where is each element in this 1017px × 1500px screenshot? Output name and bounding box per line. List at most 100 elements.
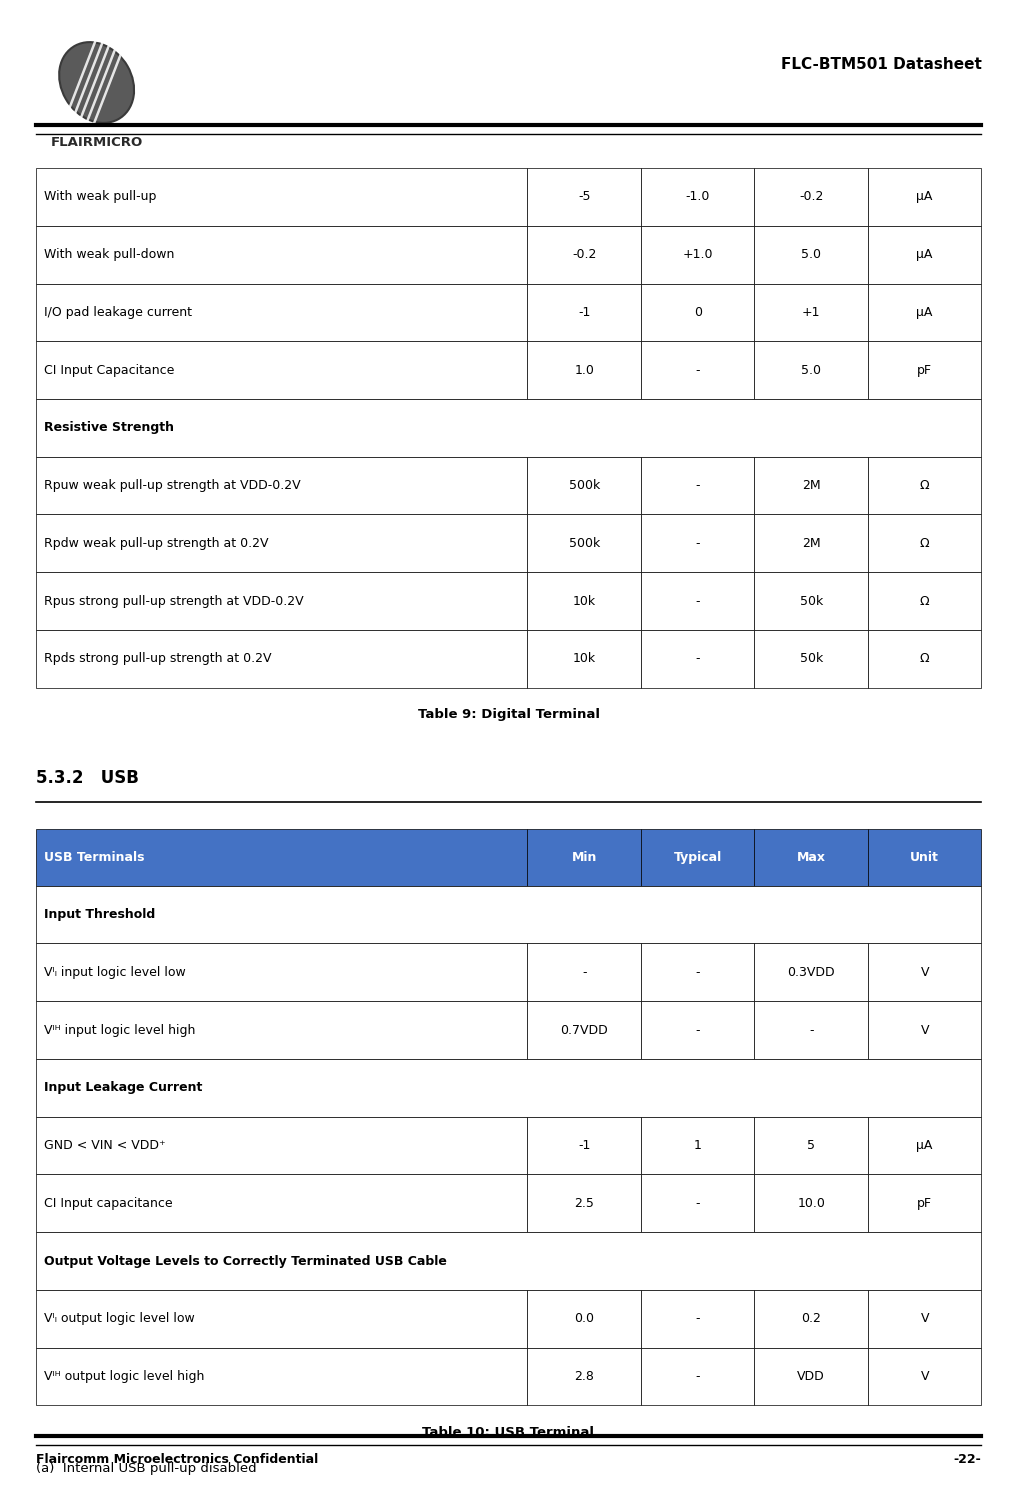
Text: 5.0: 5.0 [801, 248, 821, 261]
Text: V: V [920, 1312, 929, 1326]
Bar [755, 1116, 868, 1174]
Text: 10k: 10k [573, 652, 596, 666]
Text: +1: +1 [802, 306, 821, 320]
Bar [868, 572, 981, 630]
Text: Table 9: Digital Terminal: Table 9: Digital Terminal [418, 708, 599, 722]
Bar [868, 340, 981, 399]
Text: Unit: Unit [910, 850, 939, 864]
Text: μA: μA [916, 306, 933, 320]
Bar [36, 1174, 528, 1232]
Bar [641, 630, 755, 687]
Text: -22-: -22- [954, 1454, 981, 1466]
Text: Vᴵₗ output logic level low: Vᴵₗ output logic level low [44, 1312, 194, 1326]
Text: V: V [920, 1023, 929, 1036]
Text: Resistive Strength: Resistive Strength [44, 422, 174, 435]
Text: 2M: 2M [801, 478, 821, 492]
Bar [641, 1290, 755, 1347]
Bar [641, 572, 755, 630]
Text: FLC-BTM501 Datasheet: FLC-BTM501 Datasheet [780, 57, 981, 72]
Text: USB Terminals: USB Terminals [44, 850, 144, 864]
Text: 0.2: 0.2 [801, 1312, 821, 1326]
Text: -0.2: -0.2 [799, 190, 824, 204]
Bar [36, 828, 528, 885]
Bar [36, 1059, 981, 1116]
Bar [755, 944, 868, 1000]
Text: -1: -1 [578, 306, 590, 320]
Text: Ω: Ω [919, 478, 930, 492]
Text: 2.8: 2.8 [575, 1370, 594, 1383]
Text: -: - [696, 363, 700, 376]
Bar [641, 456, 755, 514]
Bar [755, 1347, 868, 1406]
Bar [641, 340, 755, 399]
Bar [641, 944, 755, 1000]
Text: Ω: Ω [919, 652, 930, 666]
Text: 0.7VDD: 0.7VDD [560, 1023, 608, 1036]
Text: 1: 1 [694, 1138, 702, 1152]
Text: -: - [696, 966, 700, 980]
Text: Output Voltage Levels to Correctly Terminated USB Cable: Output Voltage Levels to Correctly Termi… [44, 1254, 446, 1268]
Text: V: V [920, 966, 929, 980]
Text: -: - [696, 1023, 700, 1036]
Text: -: - [696, 594, 700, 608]
Text: μA: μA [916, 190, 933, 204]
Bar [528, 168, 641, 226]
Bar [36, 885, 981, 944]
Text: +1.0: +1.0 [682, 248, 713, 261]
Text: 2M: 2M [801, 537, 821, 550]
Bar [868, 630, 981, 687]
Bar [755, 168, 868, 226]
Text: CI Input capacitance: CI Input capacitance [44, 1197, 172, 1210]
Text: μA: μA [916, 248, 933, 261]
Bar [36, 226, 528, 284]
Text: -1.0: -1.0 [685, 190, 710, 204]
Bar [868, 1174, 981, 1232]
Text: pF: pF [917, 363, 933, 376]
Bar [868, 456, 981, 514]
Text: 0.3VDD: 0.3VDD [787, 966, 835, 980]
Bar [36, 340, 528, 399]
Text: Ω: Ω [919, 537, 930, 550]
Bar [755, 630, 868, 687]
Text: 500k: 500k [569, 537, 600, 550]
Text: 1.0: 1.0 [575, 363, 594, 376]
Bar [755, 828, 868, 885]
Bar [868, 1116, 981, 1174]
Bar [641, 226, 755, 284]
Text: CI Input Capacitance: CI Input Capacitance [44, 363, 174, 376]
Text: Vᴵₗ input logic level low: Vᴵₗ input logic level low [44, 966, 185, 980]
Bar [755, 514, 868, 572]
Text: 5.3.2   USB: 5.3.2 USB [36, 768, 138, 786]
Text: FLAIRMICRO: FLAIRMICRO [51, 136, 142, 148]
Text: V: V [920, 1370, 929, 1383]
Text: -5: -5 [578, 190, 591, 204]
Bar [36, 456, 528, 514]
Text: Ω: Ω [919, 594, 930, 608]
Text: 50k: 50k [799, 652, 823, 666]
Text: -: - [696, 1312, 700, 1326]
Text: -: - [582, 966, 587, 980]
Bar [868, 284, 981, 342]
Text: -: - [696, 1197, 700, 1210]
Bar [528, 340, 641, 399]
Bar [641, 1116, 755, 1174]
Bar [755, 456, 868, 514]
Bar [755, 1174, 868, 1232]
Bar [641, 1174, 755, 1232]
Bar [868, 944, 981, 1000]
Text: 2.5: 2.5 [575, 1197, 594, 1210]
Text: Flaircomm Microelectronics Confidential: Flaircomm Microelectronics Confidential [36, 1454, 318, 1466]
Bar [528, 1347, 641, 1406]
Bar [641, 1347, 755, 1406]
Bar [868, 1290, 981, 1347]
Text: GND < VIN < VDD⁺: GND < VIN < VDD⁺ [44, 1138, 166, 1152]
Bar [36, 1347, 528, 1406]
Bar [755, 572, 868, 630]
Text: Typical: Typical [673, 850, 722, 864]
Text: -: - [809, 1023, 814, 1036]
Bar [755, 284, 868, 342]
Bar [36, 572, 528, 630]
Bar [528, 630, 641, 687]
Bar [36, 630, 528, 687]
Text: 5: 5 [807, 1138, 816, 1152]
